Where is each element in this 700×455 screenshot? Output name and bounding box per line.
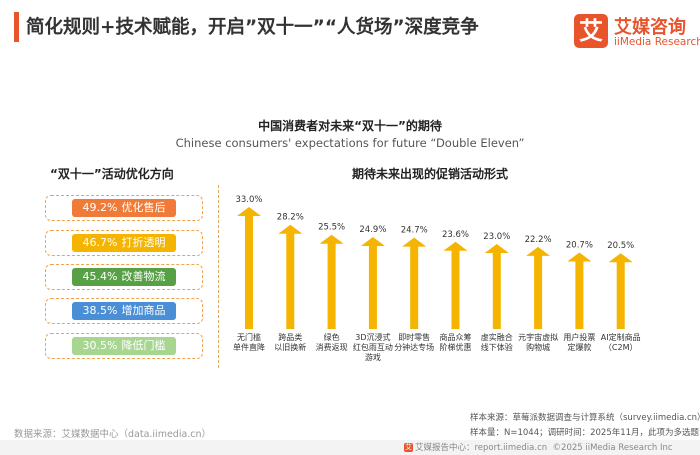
bar [286, 232, 295, 329]
optimization-item: 45.4% 改善物流 [45, 264, 203, 290]
optimization-pill: 38.5% 增加商品 [72, 302, 176, 320]
optimization-percent: 46.7% [82, 236, 118, 249]
bar-arrow-head [484, 243, 509, 253]
bar [575, 260, 584, 329]
bar [410, 245, 419, 329]
category-label: 虚实融合线下体验 [481, 332, 513, 352]
optimization-label: 打折透明 [121, 236, 166, 249]
bar-value-label: 23.6% [442, 230, 469, 240]
panel-divider [218, 185, 219, 368]
category-label: 无门槛单件直降 [233, 332, 265, 352]
optimization-item: 30.5% 降低门槛 [45, 333, 203, 359]
bar-value-label: 33.0% [235, 195, 262, 205]
bar-arrow-head [319, 234, 344, 244]
bar-value-label: 25.5% [318, 223, 345, 233]
category-label: AI定制商品（C2M） [601, 332, 641, 352]
footer-band [0, 440, 700, 455]
optimization-pill: 30.5% 降低门槛 [72, 337, 176, 355]
bar-value-label: 28.2% [277, 213, 304, 223]
bar-arrow-head [402, 237, 427, 247]
bar [492, 251, 501, 329]
optimization-label: 增加商品 [121, 304, 166, 317]
optimization-percent: 45.4% [82, 270, 118, 283]
bar [534, 254, 543, 329]
bar-arrow-head [526, 246, 551, 256]
bar [368, 244, 377, 329]
brand-name-en: iiMedia Research [614, 36, 700, 48]
bar-value-label: 22.2% [525, 235, 552, 245]
category-label: 元宇宙虚拟购物城 [518, 332, 558, 352]
bar [616, 261, 625, 329]
sample-size: 样本量：N=1044；调研时间：2025年11月，此项为多选题 [470, 428, 700, 438]
optimization-percent: 38.5% [82, 304, 118, 317]
category-label: 即时零售分钟达专场 [394, 332, 434, 352]
category-label: 绿色消费返现 [316, 332, 348, 352]
optimization-item: 46.7% 打折透明 [45, 230, 203, 256]
bar-value-label: 24.9% [359, 225, 386, 235]
optimization-label: 降低门槛 [121, 339, 166, 352]
bar-arrow-head [237, 207, 261, 216]
optimization-pill: 46.7% 打折透明 [72, 234, 176, 252]
title-accent-bar [14, 12, 19, 42]
bar-arrow-head [278, 224, 303, 234]
bar [245, 215, 253, 329]
left-panel-heading: “双十一”活动优化方向 [50, 167, 174, 181]
copyright-text: ©2025 iiMedia Research Inc [552, 443, 673, 453]
category-label: 商品众筹阶梯优惠 [440, 332, 472, 352]
category-label: 跨品类以旧换新 [274, 332, 306, 352]
copyright: 艾艾媒报告中心：report.iimedia.cn ©2025 iiMedia … [404, 441, 673, 453]
chart-title: 中国消费者对未来“双十一”的期待 [258, 119, 442, 133]
bar-arrow-head [567, 252, 592, 262]
report-center: 艾媒报告中心：report.iimedia.cn [415, 443, 548, 453]
bar-arrow-head [360, 236, 385, 246]
page-title: 简化规则+技术赋能，开启”双十一”“人货场”深度竞争 [26, 17, 479, 38]
bar-arrow-head [443, 241, 468, 251]
optimization-item: 38.5% 增加商品 [45, 298, 203, 324]
bar-arrow-head [608, 253, 633, 263]
optimization-item: 49.2% 优化售后 [45, 195, 203, 221]
category-label: 用户投票定爆款 [563, 332, 595, 352]
optimization-percent: 30.5% [82, 339, 118, 352]
bar [327, 242, 336, 329]
data-source: 数据来源：艾媒数据中心（data.iimedia.cn） [14, 429, 212, 440]
bar-value-label: 23.0% [483, 232, 510, 242]
sample-source: 样本来源：草莓派数据调查与计算系统（survey.iimedia.cn） [470, 413, 700, 423]
bar-value-label: 20.5% [607, 241, 634, 251]
optimization-label: 改善物流 [121, 270, 166, 283]
optimization-pill: 45.4% 改善物流 [72, 268, 176, 286]
optimization-pill: 49.2% 优化售后 [72, 199, 176, 217]
brand-logo-icon: 艾 [574, 14, 608, 48]
chart-subtitle: Chinese consumers' expectations for futu… [175, 136, 525, 150]
optimization-percent: 49.2% [82, 201, 118, 214]
bar-value-label: 20.7% [566, 240, 593, 250]
footer-logo-icon: 艾 [404, 443, 413, 452]
brand-name-cn: 艾媒咨询 [614, 17, 686, 38]
bar [451, 249, 460, 329]
bar-value-label: 24.7% [401, 226, 428, 236]
category-label: 3D沉浸式红包雨互动游戏 [353, 332, 393, 362]
optimization-label: 优化售后 [121, 201, 166, 214]
bar-chart-title: 期待未来出现的促销活动形式 [352, 167, 509, 181]
